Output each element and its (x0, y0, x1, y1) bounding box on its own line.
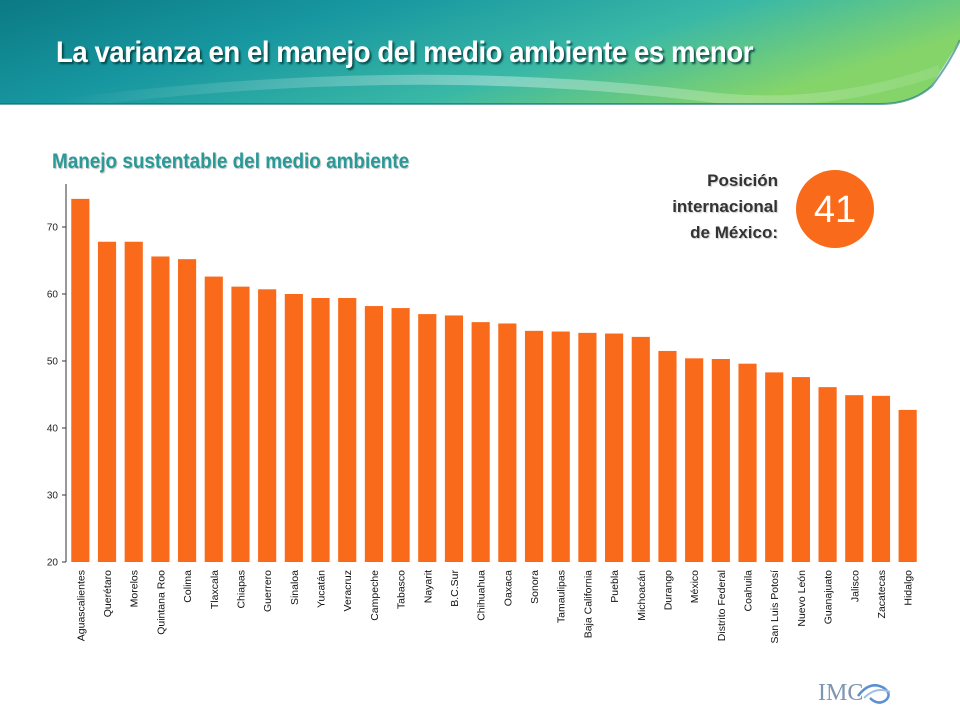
bar (258, 289, 277, 562)
x-tick-label: Baja California (582, 570, 594, 638)
bar (578, 332, 597, 562)
x-tick-label: Coahuila (743, 570, 755, 612)
x-tick-label: Michoacán (636, 570, 648, 621)
y-tick-label: 70 (47, 223, 59, 234)
position-label-line: Posición (707, 171, 778, 190)
bar (311, 298, 330, 562)
x-tick-label: México (689, 570, 701, 603)
bar (178, 259, 197, 562)
x-tick-label: Hidalgo (903, 570, 915, 606)
bar (871, 395, 891, 562)
x-tick-label: Nayarit (422, 570, 434, 603)
bar (418, 314, 437, 562)
bar (231, 286, 250, 562)
x-tick-label: Oaxaca (502, 570, 514, 606)
x-tick-label: Yucatán (316, 570, 328, 608)
bar (364, 306, 383, 562)
bar (711, 358, 730, 562)
y-tick-label: 30 (47, 491, 59, 502)
x-tick-label: Morelos (129, 570, 141, 607)
bar (791, 377, 810, 562)
bar (444, 315, 464, 562)
y-tick-label: 50 (47, 357, 59, 368)
x-axis-labels: Aguascalientes Querétaro Morelos Quintana R… (75, 570, 914, 644)
bar (124, 241, 143, 563)
x-tick-label: Campeche (369, 570, 381, 621)
y-tick-label: 40 (47, 424, 59, 435)
logo-text: IMC (818, 680, 863, 706)
header-banner (0, 0, 960, 118)
bar (498, 323, 517, 562)
x-tick-label: Distrito Federal (716, 570, 728, 641)
bar (391, 308, 410, 562)
x-tick-label: Colima (182, 570, 194, 603)
logo-swirl (863, 689, 891, 699)
logo-swirl (857, 684, 890, 704)
bar (818, 387, 837, 562)
x-tick-label: Nuevo León (796, 570, 808, 627)
x-tick-label: Guerrero (262, 570, 274, 612)
x-tick-label: Querétaro (102, 570, 114, 617)
bar (605, 333, 624, 562)
bar (284, 294, 303, 562)
bar (685, 358, 704, 562)
x-tick-label: Quintana Roo (155, 570, 167, 635)
y-axis: 20 30 40 50 60 70 (47, 184, 67, 569)
x-tick-label: B.C.Sur (449, 570, 461, 607)
position-label: Posición internacional de México: (640, 168, 778, 246)
chart-title: Manejo sustentable del medio ambiente (52, 150, 410, 173)
bar (765, 372, 784, 562)
x-tick-label: Chiapas (235, 570, 247, 609)
bar (658, 350, 677, 562)
x-tick-label: Sinaloa (289, 570, 301, 605)
x-tick-label: Veracruz (342, 570, 354, 611)
x-tick-label: Chihuahua (476, 570, 488, 621)
bar (71, 198, 90, 563)
position-badge: 41 (796, 170, 874, 248)
y-tick-label: 60 (47, 290, 59, 301)
bar (338, 298, 357, 562)
imco-logo: IMC (818, 680, 891, 706)
bar (471, 322, 490, 562)
bars (71, 198, 917, 563)
x-tick-label: Tlaxcala (209, 570, 221, 609)
x-tick-label: Guanajuato (823, 570, 835, 624)
position-label-line: de México: (690, 223, 778, 242)
x-tick-label: Zacatecas (876, 570, 888, 618)
x-tick-label: Durango (662, 570, 674, 610)
x-tick-label: San Luis Potosí (769, 570, 781, 644)
x-tick-label: Puebla (609, 570, 621, 603)
position-label-line: internacional (672, 197, 778, 216)
bar (631, 336, 650, 562)
x-tick-label: Tabasco (396, 570, 408, 609)
bar (151, 256, 170, 562)
bar (845, 395, 864, 562)
page-title: La varianza en el manejo del medio ambie… (56, 36, 754, 69)
y-tick-label: 20 (47, 558, 59, 569)
x-tick-label: Aguascalientes (75, 570, 87, 641)
bar (204, 276, 223, 562)
bar (524, 330, 544, 562)
x-tick-label: Jalisco (849, 570, 861, 602)
x-tick-label: Sonora (529, 570, 541, 604)
x-tick-label: Tamaulipas (556, 570, 568, 623)
bar (898, 409, 917, 562)
bar (97, 241, 117, 563)
bar (551, 331, 570, 562)
bar (738, 363, 757, 562)
